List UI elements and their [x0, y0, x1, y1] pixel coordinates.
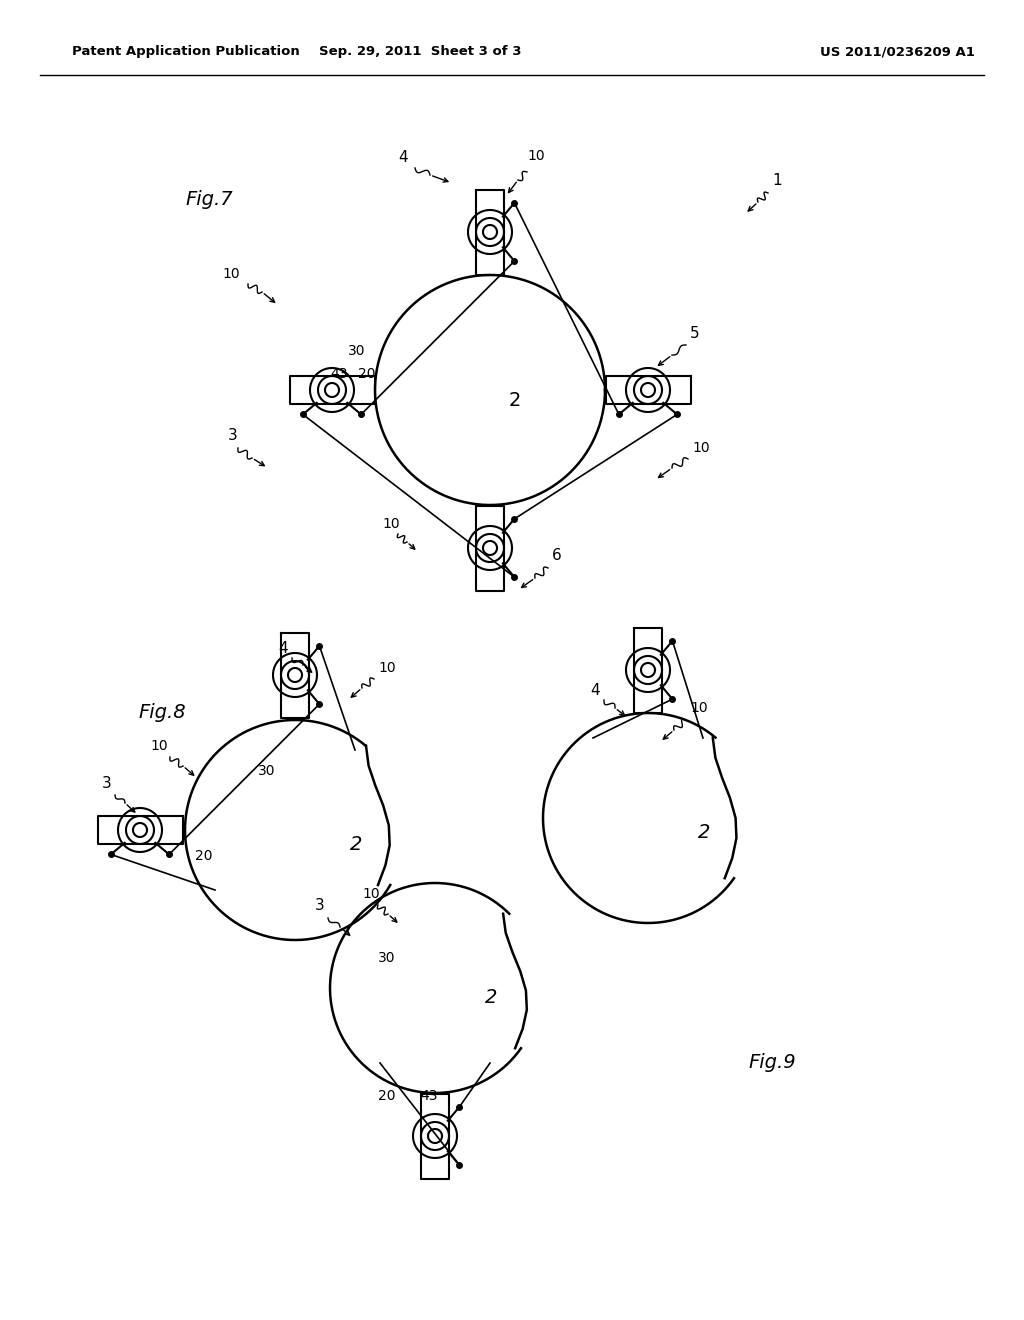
Text: Fig.8: Fig.8: [138, 704, 185, 722]
Text: 10: 10: [222, 267, 240, 281]
Text: 3: 3: [102, 776, 112, 791]
Text: 6: 6: [552, 548, 562, 564]
Text: 43: 43: [330, 367, 347, 381]
Text: 10: 10: [692, 441, 710, 455]
Text: 10: 10: [378, 661, 395, 675]
Text: 5: 5: [690, 326, 699, 341]
Text: 30: 30: [348, 345, 366, 358]
Text: 20: 20: [378, 1089, 395, 1104]
Text: Patent Application Publication: Patent Application Publication: [72, 45, 300, 58]
Text: 20: 20: [195, 849, 213, 863]
Text: 10: 10: [527, 149, 545, 162]
Text: 1: 1: [772, 173, 781, 187]
Text: 3: 3: [228, 428, 238, 444]
Text: 2: 2: [350, 836, 362, 854]
Text: 2: 2: [509, 391, 521, 409]
Text: Fig.9: Fig.9: [748, 1053, 796, 1072]
Text: 30: 30: [378, 950, 395, 965]
Text: 10: 10: [690, 701, 708, 715]
Text: 2: 2: [485, 987, 498, 1007]
Text: 10: 10: [382, 517, 399, 531]
Text: 4: 4: [398, 150, 408, 165]
Text: 3: 3: [315, 898, 325, 913]
Text: 20: 20: [358, 367, 376, 381]
Text: Fig.7: Fig.7: [185, 190, 232, 209]
Text: 43: 43: [420, 1089, 437, 1104]
Text: 4: 4: [278, 642, 288, 656]
Text: 4: 4: [590, 682, 600, 698]
Text: 2: 2: [698, 822, 711, 842]
Text: 10: 10: [150, 739, 168, 752]
Text: US 2011/0236209 A1: US 2011/0236209 A1: [820, 45, 975, 58]
Text: 10: 10: [362, 887, 380, 902]
Text: Sep. 29, 2011  Sheet 3 of 3: Sep. 29, 2011 Sheet 3 of 3: [318, 45, 521, 58]
Text: 30: 30: [258, 764, 275, 777]
